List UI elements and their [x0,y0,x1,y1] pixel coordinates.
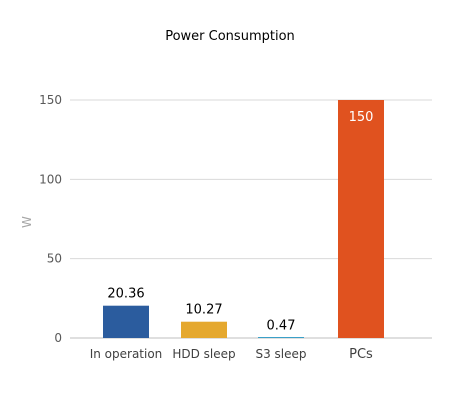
bar-pcs [338,100,384,338]
bars [103,100,384,338]
bar-hdd-sleep [181,321,227,338]
data-labels: 20.36 10.27 0.47 150 [107,110,373,333]
x-axis-categories: In operation HDD sleep S3 sleep PCs [90,347,373,362]
y-tick-label: 0 [54,331,62,345]
x-tick-label: HDD sleep [172,347,235,361]
data-label: 20.36 [107,287,144,302]
x-tick-label: PCs [349,347,373,362]
bar-s3-sleep [258,337,304,338]
data-label: 10.27 [185,303,222,318]
y-tick-label: 100 [39,172,62,186]
data-label: 150 [349,110,374,125]
y-tick-label: 150 [39,93,62,107]
bar-in-operation [103,305,149,338]
y-axis-label: W [20,216,34,228]
x-tick-label: S3 sleep [255,347,306,361]
y-axis-ticks: 0 50 100 150 [39,93,62,345]
chart-title: Power Consumption [165,29,295,44]
data-label: 0.47 [267,318,296,333]
y-tick-label: 50 [47,252,62,266]
x-tick-label: In operation [90,347,163,361]
